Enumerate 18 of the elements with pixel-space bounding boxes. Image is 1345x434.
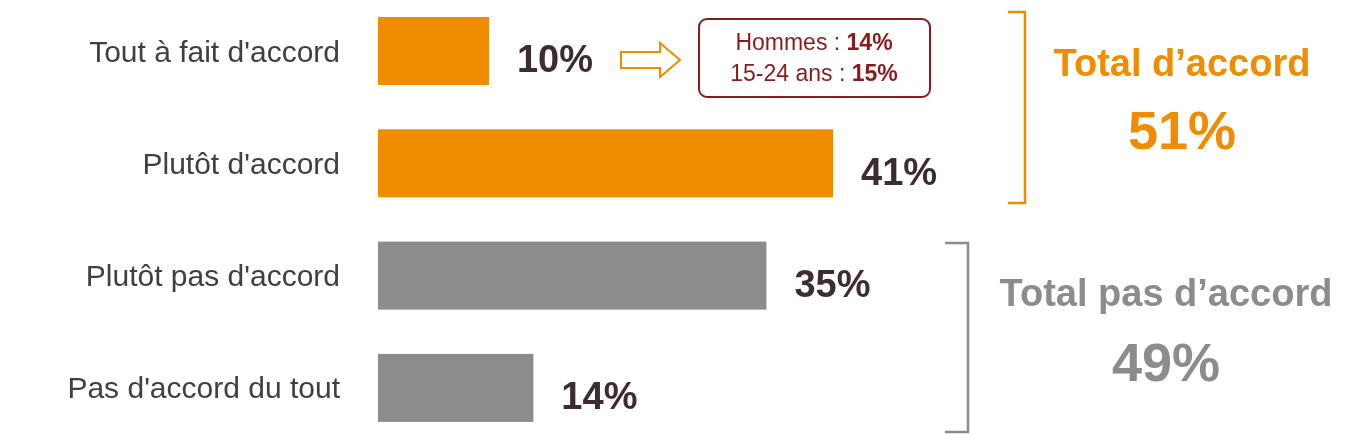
- annotation: 15-24 ans : 15%: [730, 60, 898, 87]
- bar: [378, 17, 489, 85]
- text: Total d’accord: [1053, 42, 1311, 85]
- data-label: 14%: [561, 375, 638, 418]
- data-label: 10%: [516, 38, 594, 81]
- y-tick-label: Tout à fait d'accord: [89, 34, 340, 68]
- annotation: Hommes : 14%: [735, 29, 893, 56]
- text: Total pas d’accord: [999, 272, 1333, 315]
- bar: [378, 353, 534, 422]
- bar: [378, 129, 833, 198]
- data-label: 41%: [861, 150, 938, 193]
- bar: [378, 241, 767, 310]
- y-tick-label: Plutôt d'accord: [142, 146, 340, 180]
- text: 51%: [1127, 99, 1237, 160]
- y-tick-label: Plutôt pas d'accord: [85, 259, 340, 293]
- y-tick-label: Pas d'accord du tout: [67, 371, 341, 405]
- data-label: 35%: [794, 262, 871, 305]
- text: 49%: [1111, 331, 1221, 392]
